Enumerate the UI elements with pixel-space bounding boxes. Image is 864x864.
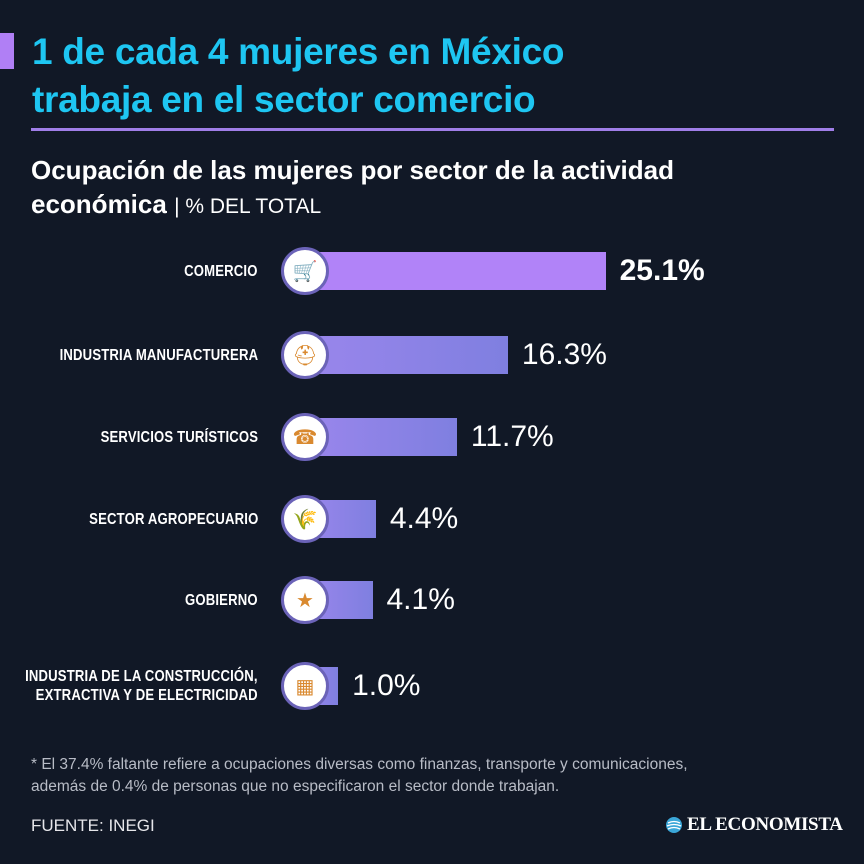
footnote-line-2: además de 0.4% de personas que no especi… [31,778,560,795]
bar-row: COMERCIO 🛒 25.1% [0,247,864,295]
bar-row: SECTOR AGROPECUARIO 🌾 4.4% [0,495,864,543]
bar-row: SERVICIOS TURÍSTICOS ☎ 11.7% [0,413,864,461]
bar-row: GOBIERNO ★ 4.1% [0,576,864,624]
logo: EL ECONOMISTA [665,814,843,836]
bar [305,336,508,374]
category-label-line: GOBIERNO [185,591,258,609]
category-label: INDUSTRIA MANUFACTURERA [59,333,258,377]
logo-text: EL ECONOMISTA [687,814,843,835]
chart-title: Ocupación de las mujeres por sector de l… [31,153,831,224]
bar-row: INDUSTRIA MANUFACTURERA ⛑ 16.3% [0,331,864,379]
factory-worker-woman-icon: ⛑ [281,331,329,379]
value-label: 4.4% [389,502,459,535]
globe-icon [666,817,682,833]
category-label-line: SECTOR AGROPECUARIO [88,510,258,528]
value-label: 16.3% [521,338,607,371]
farmer-woman-icon: 🌾 [281,495,329,543]
value-label: 1.0% [352,669,421,702]
category-label-line: INDUSTRIA MANUFACTURERA [59,346,258,364]
construction-blocks-icon: ▦ [281,662,329,710]
category-label: COMERCIO [185,249,258,293]
bar [305,252,606,290]
footnote-line-1: * El 37.4% faltante refiere a ocupacione… [31,756,688,773]
divider [31,128,834,131]
chart-title-line-1: Ocupación de las mujeres por sector de l… [31,155,675,185]
category-label-line: EXTRACTIVA Y DE ELECTRICIDAD [35,687,259,704]
category-label: SECTOR AGROPECUARIO [89,497,258,541]
bar-row: INDUSTRIA DE LA CONSTRUCCIÓN, EXTRACTIVA … [0,662,864,710]
government-woman-icon: ★ [281,576,329,624]
category-label-line: INDUSTRIA DE LA CONSTRUCCIÓN, [25,668,258,685]
category-label: SERVICIOS TURÍSTICOS [100,415,258,459]
title-accent [0,33,14,69]
value-label: 25.1% [619,254,705,287]
source: FUENTE: INEGI [31,816,155,835]
receptionist-woman-icon: ☎ [281,413,329,461]
footnote: * El 37.4% faltante refiere a ocupacione… [31,754,841,798]
category-label-line: SERVICIOS TURÍSTICOS [100,428,258,446]
category-label-line: COMERCIO [184,262,258,280]
title-line-1: 1 de cada 4 mujeres en México [32,31,565,72]
title-line-2: trabaja en el sector comercio [32,79,536,120]
value-label: 11.7% [470,420,554,453]
cashier-woman-icon: 🛒 [281,247,329,295]
bar [305,418,457,456]
chart-title-line-2: económica [31,189,167,219]
value-label: 4.1% [386,583,455,616]
category-label: GOBIERNO [185,578,258,622]
page-title: 1 de cada 4 mujeres en México trabaja en… [32,28,564,124]
category-label: INDUSTRIA DE LA CONSTRUCCIÓN, EXTRACTIVA … [25,664,258,708]
chart-unit: | % DEL TOTAL [174,195,322,218]
